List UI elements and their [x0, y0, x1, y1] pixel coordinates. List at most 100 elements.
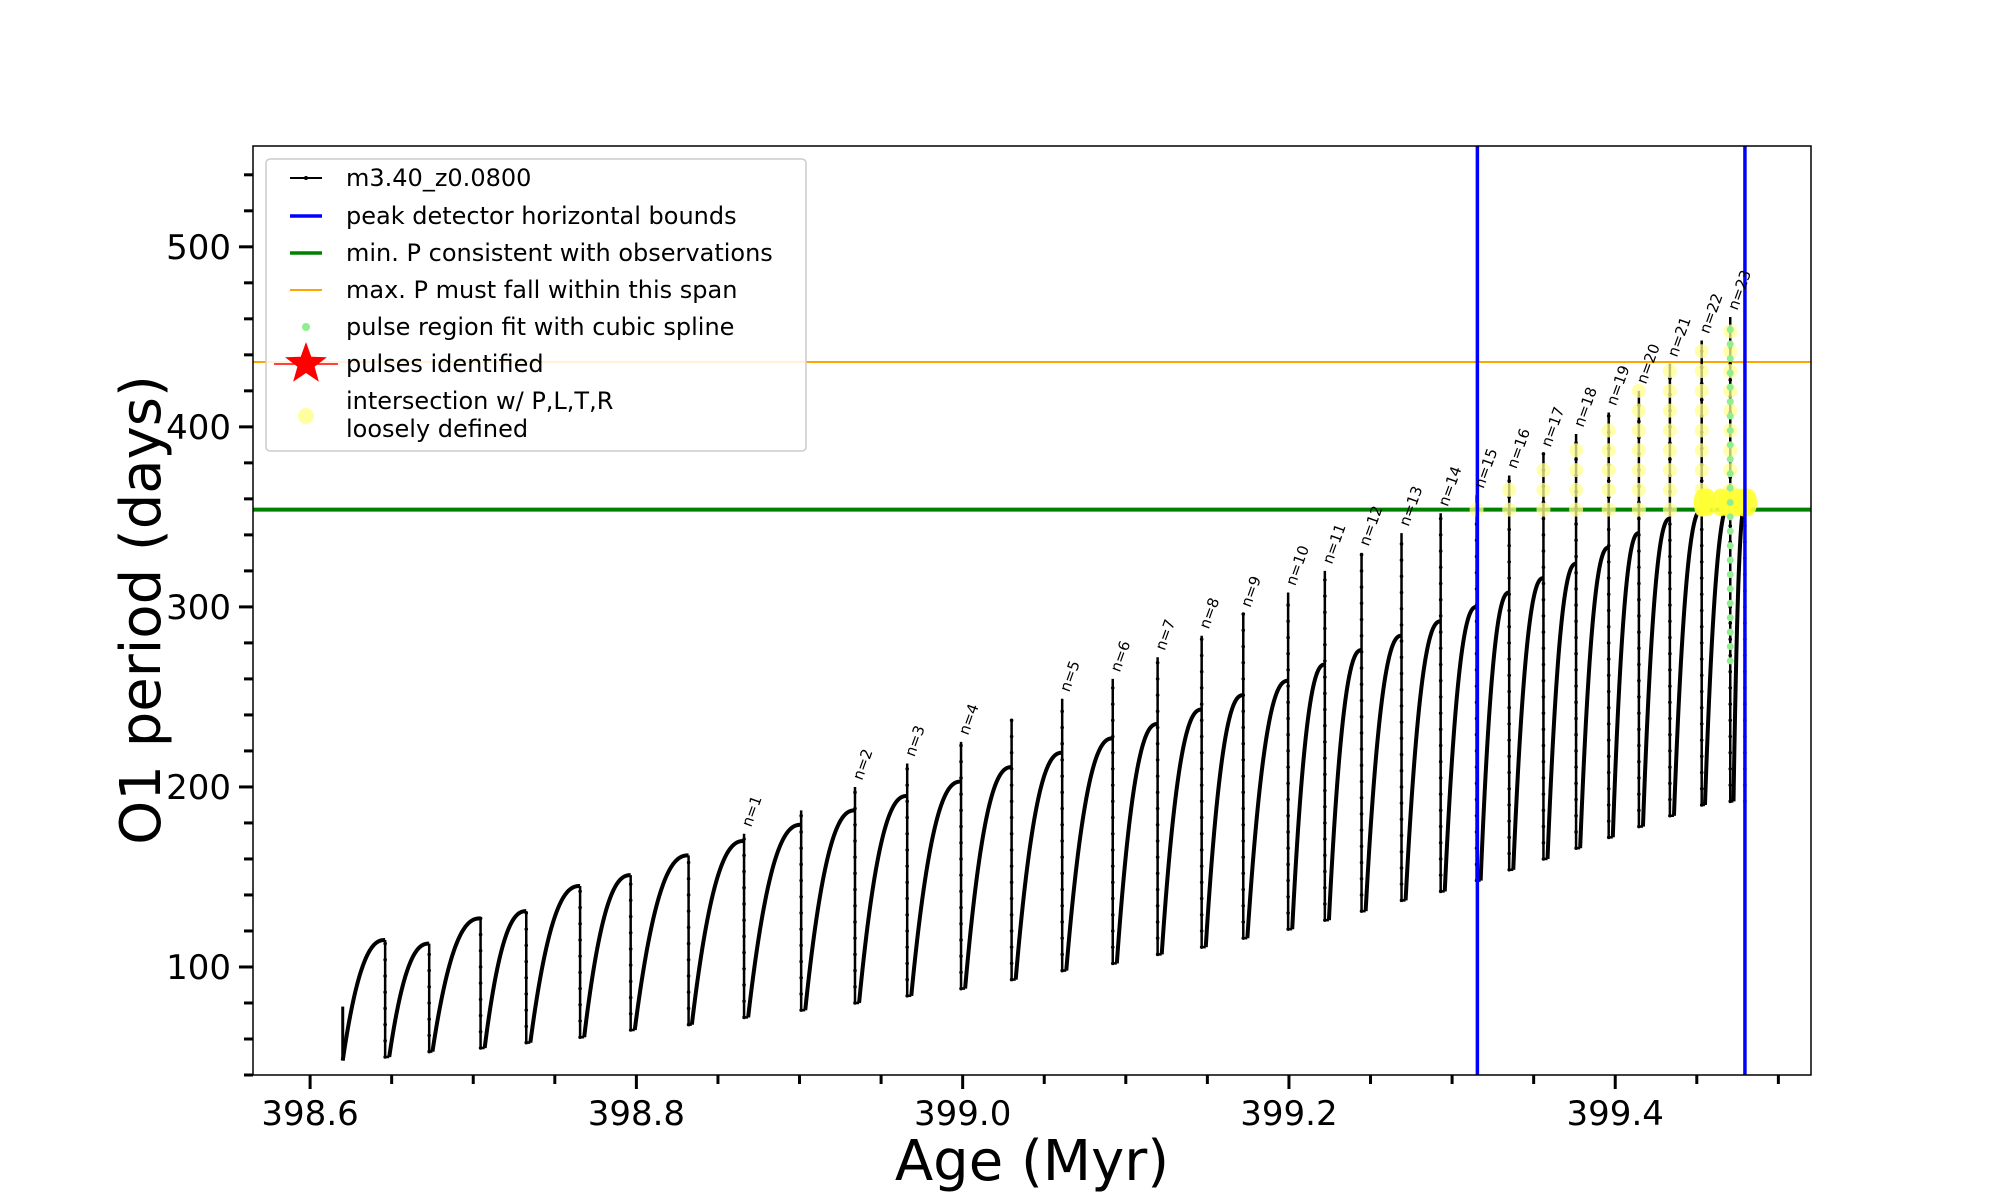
spike-point	[1541, 646, 1546, 651]
spike-point	[1699, 576, 1704, 580]
spike-point	[578, 889, 582, 894]
peak-detector-bounds	[1475, 146, 1747, 1075]
spline-fit-point	[1726, 527, 1734, 535]
spike-point	[1399, 768, 1404, 773]
spike-point	[1323, 756, 1327, 760]
spike-point	[427, 1049, 431, 1054]
spike-point	[578, 986, 582, 991]
spike-point	[383, 1055, 387, 1059]
spike-point	[686, 893, 691, 897]
cycle-curve-10	[803, 808, 856, 1011]
spike-point	[905, 799, 909, 804]
spike-point	[905, 929, 909, 933]
spike-point	[578, 954, 582, 958]
spline-fit-point	[1726, 383, 1734, 391]
spike-point	[1728, 750, 1733, 755]
spike-point	[799, 1008, 803, 1012]
spike-point	[1668, 797, 1672, 802]
spline-fit-point	[1726, 412, 1734, 420]
spike-point	[799, 992, 803, 996]
cycle-curve-6	[582, 873, 632, 1038]
spike-point	[1110, 750, 1115, 755]
spike-point	[1199, 896, 1204, 901]
spike-point	[1699, 641, 1704, 645]
spike-point	[1507, 722, 1511, 726]
spike-point	[686, 876, 691, 881]
spike-point	[799, 927, 803, 931]
spike-point	[1110, 815, 1115, 820]
spike-point	[799, 813, 803, 818]
spike-point	[1155, 709, 1160, 714]
spike-point	[1060, 936, 1064, 940]
spike-point	[578, 1035, 582, 1039]
spike-point	[1399, 866, 1404, 870]
loosely-defined-marker	[1694, 463, 1709, 478]
spike-point	[1699, 560, 1704, 564]
spike-point	[1323, 788, 1327, 793]
spike-point	[1323, 853, 1327, 858]
spike-point	[959, 743, 963, 748]
spike-point	[628, 947, 633, 951]
spike-point	[1606, 560, 1611, 564]
spike-point	[1507, 560, 1511, 564]
spike-point	[1637, 597, 1641, 602]
spike-point	[1241, 806, 1246, 811]
spike-point	[1637, 581, 1641, 586]
spike-point	[686, 1006, 691, 1011]
spike-point	[1155, 871, 1160, 876]
spike-point	[1241, 839, 1246, 843]
spike-point	[1541, 516, 1546, 521]
spike-point	[1637, 549, 1641, 553]
spike-point	[1060, 920, 1064, 924]
spike-point	[1574, 781, 1578, 786]
loosely-defined-marker	[1662, 364, 1677, 379]
spike-point	[1241, 644, 1246, 649]
spike-point	[1606, 705, 1611, 710]
spike-point	[1541, 711, 1546, 715]
spike-point	[1286, 684, 1290, 688]
y-tick-label: 100	[166, 948, 231, 988]
spike-point	[853, 984, 857, 989]
spike-point	[1199, 848, 1204, 852]
spike-point	[1199, 864, 1204, 868]
spike-point	[524, 959, 529, 964]
spike-point	[1728, 637, 1733, 642]
legend-label-line: max. P must fall within this span	[346, 276, 737, 304]
spike-point	[1323, 902, 1327, 906]
spike-point	[1241, 920, 1246, 924]
spike-point	[1668, 749, 1672, 753]
spike-point	[1009, 929, 1014, 933]
spike-point	[1699, 479, 1704, 483]
spike-point	[742, 966, 746, 971]
spike-point	[1606, 673, 1611, 678]
spike-point	[1399, 623, 1404, 627]
spike-point	[1507, 786, 1511, 791]
spike-point	[1323, 821, 1327, 825]
spike-point	[1438, 776, 1443, 780]
spike-point	[959, 759, 963, 764]
spike-point	[1060, 741, 1064, 746]
spike-point	[1541, 695, 1546, 699]
spike-point	[1009, 783, 1014, 787]
spike-point	[1359, 779, 1364, 784]
spike-point	[1110, 880, 1115, 885]
spike-point	[1637, 776, 1641, 780]
spike-point	[1728, 799, 1733, 804]
spike-point	[1438, 565, 1443, 570]
cycle-curve-5	[528, 883, 581, 1043]
spike-point	[1438, 581, 1443, 586]
spike-point	[1399, 849, 1404, 854]
legend-swatch-6	[298, 408, 314, 424]
spike-point	[383, 990, 387, 994]
spike-point	[742, 1015, 746, 1020]
spike-point	[1399, 801, 1404, 805]
spike-point	[1574, 619, 1578, 624]
spike-point	[1060, 855, 1064, 859]
loosely-defined-marker	[1569, 502, 1584, 517]
spike-point	[1699, 673, 1704, 678]
spike-point	[1606, 576, 1611, 580]
spike-point	[1060, 887, 1064, 892]
spike-point	[1110, 848, 1115, 852]
spike-point	[1399, 542, 1404, 546]
spike-point	[1728, 621, 1733, 625]
